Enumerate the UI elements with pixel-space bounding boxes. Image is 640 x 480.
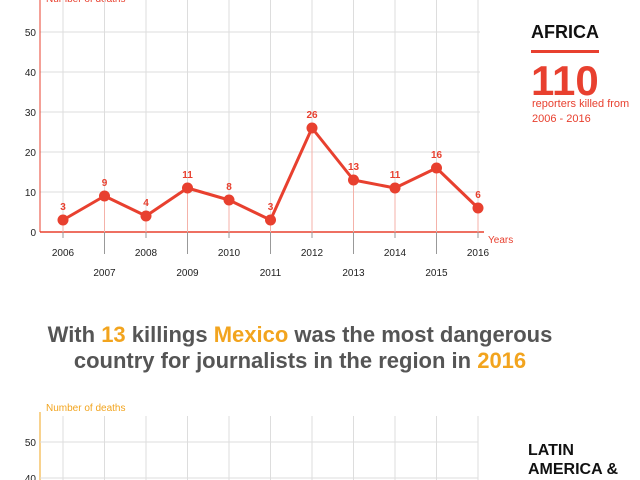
data-point bbox=[348, 174, 359, 186]
data-label: 11 bbox=[390, 170, 401, 181]
data-label: 8 bbox=[226, 182, 232, 193]
latam-region-title-line1: LATIN bbox=[528, 442, 574, 459]
headline-line2-part1: country for journalists in the region in bbox=[73, 348, 478, 373]
data-label: 26 bbox=[306, 110, 318, 121]
headline-part1: With bbox=[47, 322, 102, 347]
x-tick-label: 2009 bbox=[176, 268, 199, 279]
africa-subtitle-line1: reporters killed from bbox=[532, 98, 630, 110]
x-tick-label: 2008 bbox=[135, 248, 158, 259]
africa-total-count: 110 bbox=[531, 57, 599, 104]
x-tick-label: 2011 bbox=[260, 268, 282, 279]
headline-line1: With 13 killings Mexico was the most dan… bbox=[0, 322, 600, 348]
headline-part2: killings bbox=[125, 322, 214, 347]
data-point bbox=[223, 194, 235, 206]
x-tick-label: 2007 bbox=[93, 268, 116, 279]
y-tick-label: 40 bbox=[25, 474, 37, 480]
data-point bbox=[57, 214, 69, 226]
data-point bbox=[265, 214, 276, 226]
x-axis-label: Years bbox=[488, 235, 513, 246]
africa-subtitle-line2: 2006 - 2016 bbox=[532, 113, 591, 125]
y-tick-label: 10 bbox=[25, 188, 37, 199]
data-label: 11 bbox=[182, 170, 193, 181]
africa-deaths-chart: 0 10 20 30 40 50 Number of deaths Years 2006 2007… bbox=[25, 0, 513, 279]
x-tick-label: 2013 bbox=[342, 268, 365, 279]
latam-region-title-line2: AMERICA & bbox=[528, 461, 619, 478]
headline-line2: country for journalists in the region in… bbox=[0, 348, 600, 374]
data-label: 16 bbox=[431, 150, 443, 161]
x-tick-label: 2012 bbox=[301, 248, 324, 259]
y-tick-label: 0 bbox=[30, 228, 36, 239]
data-label: 4 bbox=[143, 198, 149, 209]
x-tick-label: 2014 bbox=[384, 248, 407, 259]
y-tick-label: 50 bbox=[25, 438, 37, 449]
y-axis-label: Number of deaths bbox=[46, 0, 126, 5]
y-tick-label: 40 bbox=[25, 68, 37, 79]
data-point bbox=[182, 182, 193, 194]
y-tick-label: 50 bbox=[25, 28, 37, 39]
y-axis-label: Number of deaths bbox=[46, 403, 126, 414]
x-tick-label: 2010 bbox=[218, 248, 241, 259]
data-label: 6 bbox=[475, 190, 481, 201]
x-tick-label: 2016 bbox=[467, 248, 490, 259]
data-label: 3 bbox=[60, 202, 66, 213]
headline-country: Mexico bbox=[213, 322, 289, 347]
data-point bbox=[140, 210, 152, 222]
x-tick-label: 2015 bbox=[425, 268, 448, 279]
data-point bbox=[389, 182, 401, 194]
data-label: 9 bbox=[102, 178, 108, 189]
africa-region-title: AFRICA bbox=[531, 22, 599, 42]
data-point bbox=[306, 122, 318, 134]
headline-kill-count: 13 bbox=[101, 322, 126, 347]
data-point bbox=[472, 202, 484, 214]
data-point bbox=[99, 190, 110, 202]
data-label: 3 bbox=[268, 202, 274, 213]
headline: With 13 killings Mexico was the most dan… bbox=[0, 322, 600, 374]
headline-year: 2016 bbox=[477, 348, 527, 373]
headline-part3: was the most dangerous bbox=[288, 322, 553, 347]
africa-title-underline bbox=[531, 50, 599, 53]
x-tick-label: 2006 bbox=[52, 248, 75, 259]
data-point bbox=[431, 162, 442, 174]
data-label: 13 bbox=[348, 162, 360, 173]
y-tick-label: 20 bbox=[25, 148, 37, 159]
y-tick-label: 30 bbox=[25, 108, 37, 119]
